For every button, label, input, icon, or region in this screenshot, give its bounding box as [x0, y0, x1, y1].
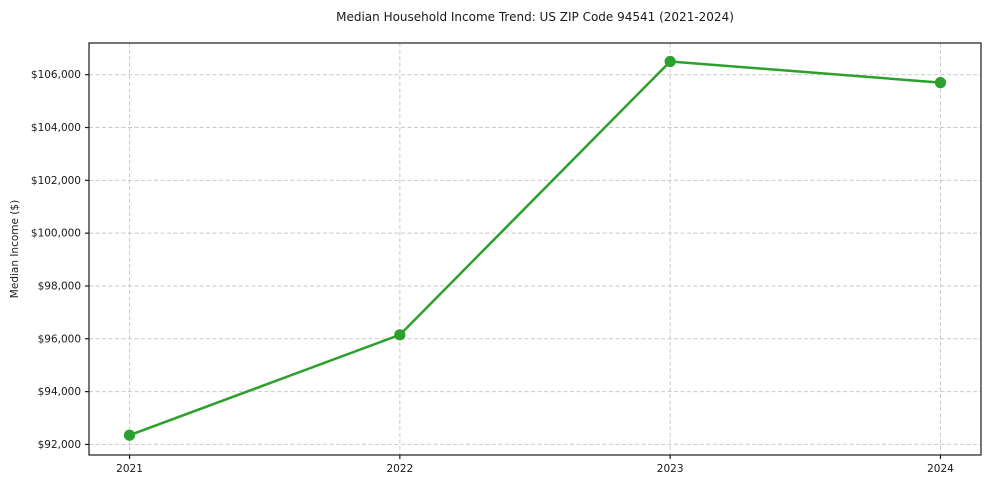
y-tick-label: $98,000: [38, 280, 81, 292]
y-tick-label: $102,000: [31, 175, 81, 187]
x-tick-label: 2021: [116, 463, 143, 475]
data-point-marker: [934, 77, 947, 89]
income-line: [128, 60, 942, 437]
y-tick-label: $94,000: [38, 386, 81, 398]
y-tick-label: $92,000: [38, 439, 81, 451]
y-tick-label: $96,000: [38, 333, 81, 345]
y-tick-label: $104,000: [31, 122, 81, 134]
y-tick-label: $106,000: [31, 69, 81, 81]
data-point-marker: [394, 329, 406, 341]
x-tick-label: 2023: [657, 463, 684, 475]
chart-title: Median Household Income Trend: US ZIP Co…: [336, 10, 734, 24]
plot-border: [88, 42, 982, 456]
y-tick-label: $100,000: [31, 228, 81, 240]
data-point-marker: [664, 55, 676, 68]
data-point-marker: [123, 429, 136, 441]
x-tick-label: 2022: [386, 463, 413, 475]
x-tick-label: 2024: [927, 463, 954, 475]
